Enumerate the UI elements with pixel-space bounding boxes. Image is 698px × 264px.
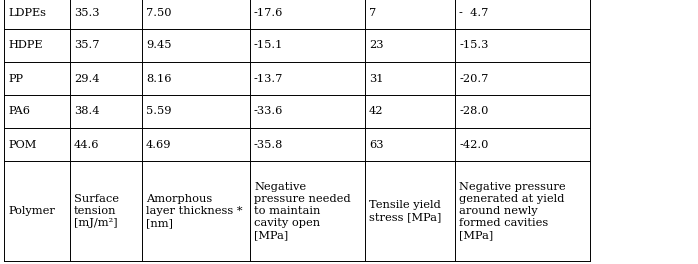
Text: -35.8: -35.8 [254, 139, 283, 149]
Text: -17.6: -17.6 [254, 7, 283, 17]
Text: HDPE: HDPE [8, 40, 43, 50]
Text: 7: 7 [369, 7, 376, 17]
Text: 4.69: 4.69 [146, 139, 172, 149]
Text: Polymer: Polymer [8, 206, 55, 216]
Text: 8.16: 8.16 [146, 73, 172, 83]
Text: 7.50: 7.50 [146, 7, 172, 17]
Text: 5.59: 5.59 [146, 106, 172, 116]
Text: -33.6: -33.6 [254, 106, 283, 116]
Text: -15.1: -15.1 [254, 40, 283, 50]
Text: 42: 42 [369, 106, 383, 116]
Text: Amorphous
layer thickness *
[nm]: Amorphous layer thickness * [nm] [146, 194, 242, 228]
Text: 35.3: 35.3 [74, 7, 100, 17]
Text: Negative
pressure needed
to maintain
cavity open
[MPa]: Negative pressure needed to maintain cav… [254, 182, 350, 240]
Text: 31: 31 [369, 73, 383, 83]
Text: Tensile yield
stress [MPa]: Tensile yield stress [MPa] [369, 200, 441, 222]
Text: -42.0: -42.0 [459, 139, 489, 149]
Text: 35.7: 35.7 [74, 40, 100, 50]
Text: PA6: PA6 [8, 106, 30, 116]
Text: -  4.7: - 4.7 [459, 7, 489, 17]
Text: 44.6: 44.6 [74, 139, 100, 149]
Text: -20.7: -20.7 [459, 73, 489, 83]
Text: 23: 23 [369, 40, 383, 50]
Text: 9.45: 9.45 [146, 40, 172, 50]
Text: -28.0: -28.0 [459, 106, 489, 116]
Text: PP: PP [8, 73, 23, 83]
Text: POM: POM [8, 139, 36, 149]
Text: Negative pressure
generated at yield
around newly
formed cavities
[MPa]: Negative pressure generated at yield aro… [459, 182, 565, 240]
Text: Surface
tension
[mJ/m²]: Surface tension [mJ/m²] [74, 194, 119, 228]
Text: 29.4: 29.4 [74, 73, 100, 83]
Text: -13.7: -13.7 [254, 73, 283, 83]
Text: -15.3: -15.3 [459, 40, 489, 50]
Text: 63: 63 [369, 139, 383, 149]
Text: LDPEs: LDPEs [8, 7, 46, 17]
Text: 38.4: 38.4 [74, 106, 100, 116]
